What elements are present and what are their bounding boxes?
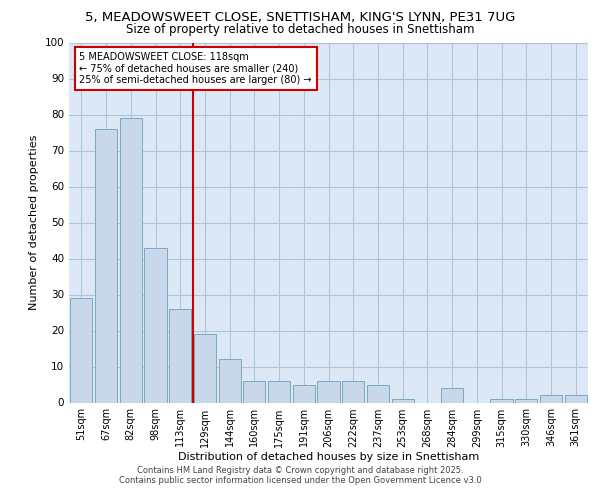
Text: Size of property relative to detached houses in Snettisham: Size of property relative to detached ho… <box>126 22 474 36</box>
Text: 5, MEADOWSWEET CLOSE, SNETTISHAM, KING'S LYNN, PE31 7UG: 5, MEADOWSWEET CLOSE, SNETTISHAM, KING'S… <box>85 11 515 24</box>
Bar <box>367 384 389 402</box>
X-axis label: Distribution of detached houses by size in Snettisham: Distribution of detached houses by size … <box>178 452 479 462</box>
Bar <box>243 381 265 402</box>
Bar <box>515 399 538 402</box>
Bar <box>392 399 414 402</box>
Bar <box>342 381 364 402</box>
Bar <box>317 381 340 402</box>
Bar <box>169 309 191 402</box>
Bar <box>95 129 117 402</box>
Y-axis label: Number of detached properties: Number of detached properties <box>29 135 39 310</box>
Bar <box>293 384 315 402</box>
Bar <box>540 396 562 402</box>
Bar <box>194 334 216 402</box>
Bar <box>490 399 512 402</box>
Bar <box>218 360 241 403</box>
Bar <box>441 388 463 402</box>
Bar <box>70 298 92 403</box>
Bar <box>565 396 587 402</box>
Text: 5 MEADOWSWEET CLOSE: 118sqm
← 75% of detached houses are smaller (240)
25% of se: 5 MEADOWSWEET CLOSE: 118sqm ← 75% of det… <box>79 52 312 84</box>
Bar <box>119 118 142 403</box>
Bar <box>145 248 167 402</box>
Text: Contains HM Land Registry data © Crown copyright and database right 2025.: Contains HM Land Registry data © Crown c… <box>137 466 463 475</box>
Bar <box>268 381 290 402</box>
Text: Contains public sector information licensed under the Open Government Licence v3: Contains public sector information licen… <box>119 476 481 485</box>
